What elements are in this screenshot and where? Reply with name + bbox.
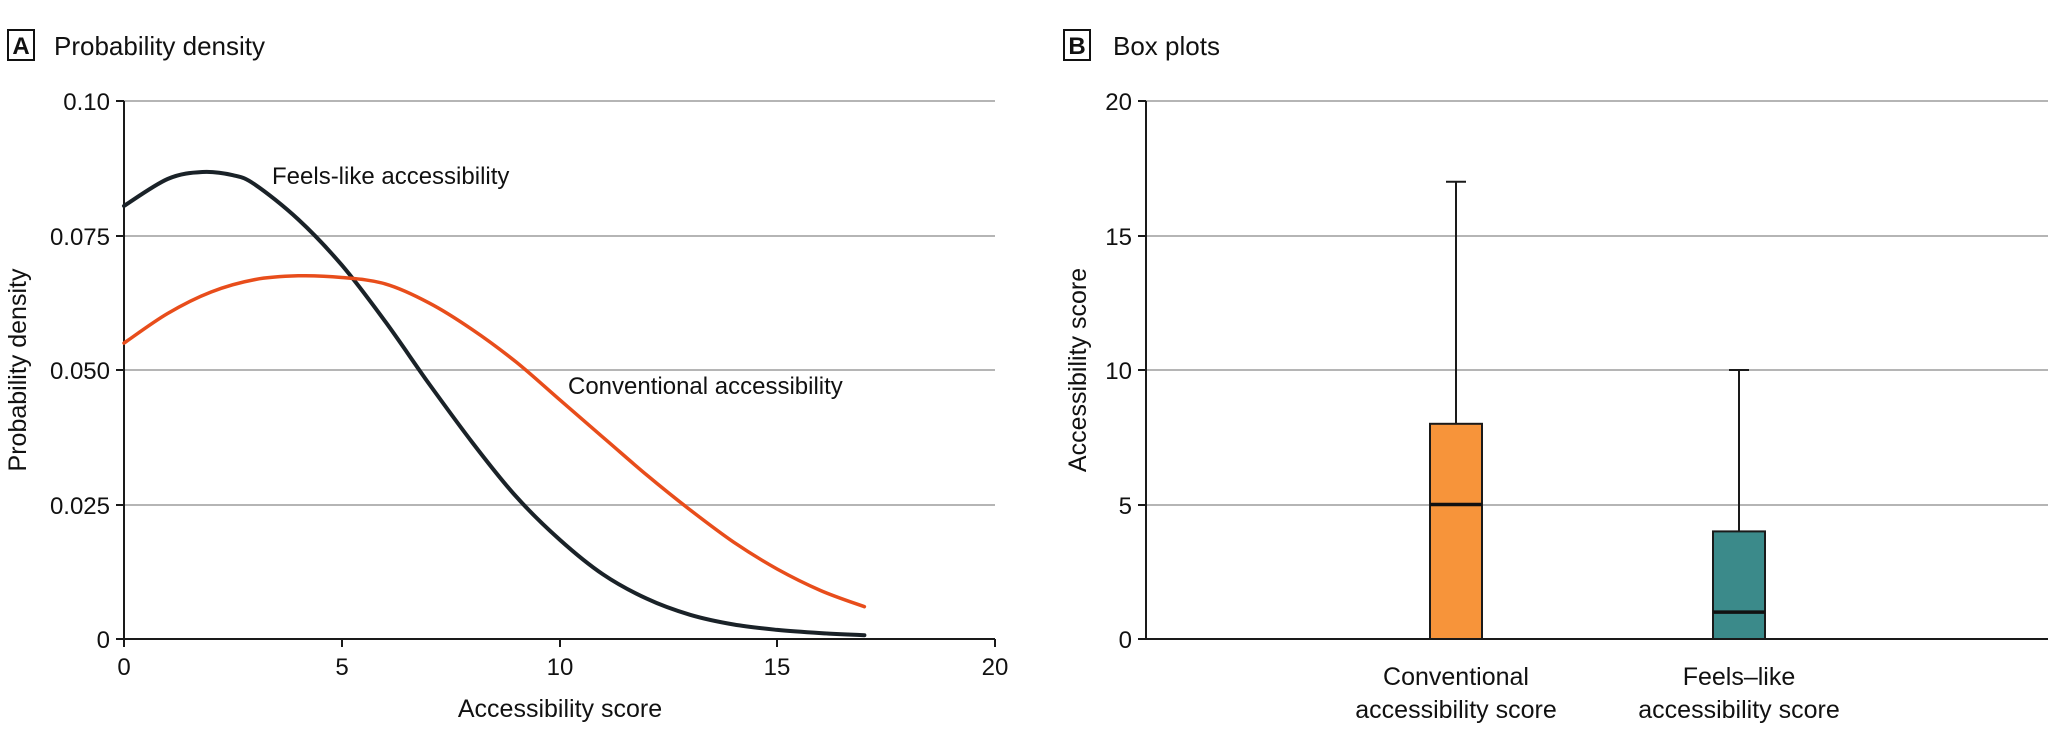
panel-a-x-tick-label: 10 [547,654,574,681]
panel-a-y-tick-label: 0.050 [50,358,110,385]
panel-a-title: Probability density [54,31,265,61]
panel-b-y-ticks: 0 5 10 15 20 [1105,89,1146,654]
feels-like-series-label: Feels-like accessibility [272,163,509,190]
panel-a-gridlines [124,100,995,506]
feels-like-category-label-line2: accessibility score [1638,696,1839,724]
conventional-box [1429,422,1483,640]
feels-like-category-label-line1: Feels–like [1683,663,1796,691]
panel-b-gridlines [1146,100,2048,506]
conventional-density-line [122,273,867,609]
panel-a-y-tick-label: 0 [97,627,110,654]
panel-a-x-tick-label: 5 [335,654,348,681]
panel-a-y-tick-label: 0.075 [50,224,110,251]
panel-b-title: Box plots [1113,31,1220,61]
panel-a-x-ticks: 0 5 10 15 20 [117,639,1008,681]
panel-a-x-tick-label: 15 [764,654,791,681]
panel-a-letter: A [12,33,29,60]
panel-a-y-axis-title: Probability density [4,268,32,471]
panel-b-y-tick-label: 15 [1105,224,1132,251]
panel-b-y-tick-label: 10 [1105,358,1132,385]
panel-b-y-tick-label: 5 [1119,493,1132,520]
conventional-series-label: Conventional accessibility [568,373,843,400]
feels-like-density-line [122,169,867,638]
panel-a-x-tick-label: 0 [117,654,130,681]
panel-a-x-axis-title: Accessibility score [458,695,662,723]
panel-a-x-tick-label: 20 [982,654,1009,681]
panel-b-y-axis-title: Accessibility score [1064,268,1092,472]
conventional-box-plot: Conventional accessibility score [1355,180,1557,724]
panel-b-y-tick-label: 20 [1105,89,1132,116]
panel-a-y-ticks: 0 0.025 0.050 0.075 0.10 [50,89,124,654]
panel-a-letter-box [7,29,35,61]
panel-a: A Probability density 0 0.025 0.050 0.07… [4,29,1008,723]
panel-b-letter: B [1068,33,1085,60]
panel-b-letter-box [1063,29,1091,61]
panel-b: B Box plots 0 5 10 15 20 Accessibility s… [1063,29,2048,724]
panel-b-y-tick-label: 0 [1119,627,1132,654]
conventional-category-label-line2: accessibility score [1355,696,1556,724]
feels-like-box [1712,530,1766,641]
conventional-category-label-line1: Conventional [1383,663,1529,691]
panel-a-y-tick-label: 0.10 [63,89,110,116]
feels-like-box-plot: Feels–like accessibility score [1638,369,1840,724]
panel-a-y-tick-label: 0.025 [50,493,110,520]
